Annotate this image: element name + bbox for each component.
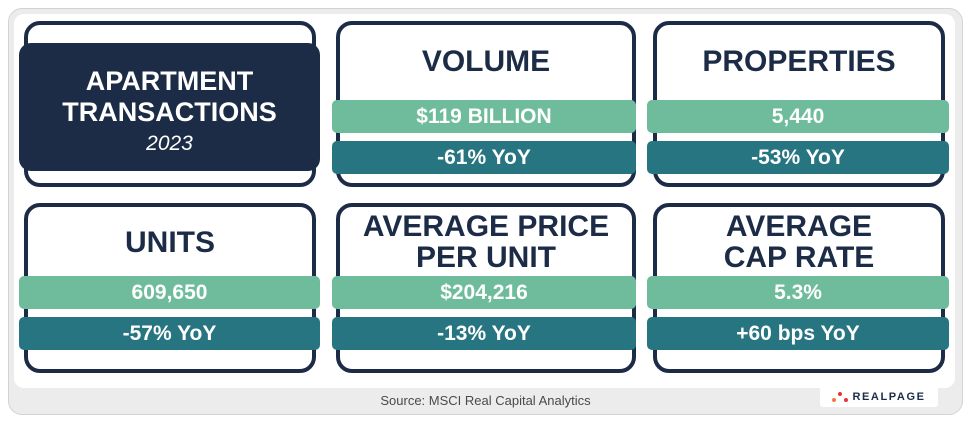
average-price-title-line1: AVERAGE PRICE bbox=[362, 210, 610, 243]
realpage-logo-text: REALPAGE bbox=[852, 391, 926, 403]
apartment-transactions-header: APARTMENT TRANSACTIONS 2023 bbox=[19, 43, 320, 171]
average-price-change: -13% YoY bbox=[332, 317, 636, 350]
source-note: Source: MSCI Real Capital Analytics bbox=[380, 393, 591, 408]
header-title-line2: TRANSACTIONS bbox=[62, 97, 277, 127]
volume-value: $119 BILLION bbox=[332, 100, 636, 133]
units-change: -57% YoY bbox=[19, 317, 320, 350]
header-title-line1: APARTMENT bbox=[85, 66, 254, 96]
average-price-value: $204,216 bbox=[332, 276, 636, 309]
realpage-dots-icon bbox=[832, 391, 849, 403]
properties-change: -53% YoY bbox=[647, 141, 949, 174]
units-value: 609,650 bbox=[19, 276, 320, 309]
cap-rate-change: +60 bps YoY bbox=[647, 317, 949, 350]
cap-rate-title-line2: CAP RATE bbox=[723, 241, 875, 274]
realpage-logo: REALPAGE bbox=[820, 387, 938, 407]
cap-rate-title-line1: AVERAGE bbox=[725, 210, 873, 243]
header-year: 2023 bbox=[146, 132, 193, 155]
cap-rate-value: 5.3% bbox=[647, 276, 949, 309]
properties-title: PROPERTIES bbox=[702, 45, 896, 78]
properties-value: 5,440 bbox=[647, 100, 949, 133]
volume-change: -61% YoY bbox=[332, 141, 636, 174]
units-title: UNITS bbox=[125, 226, 215, 259]
average-price-title-line2: PER UNIT bbox=[415, 241, 556, 274]
volume-title: VOLUME bbox=[421, 45, 551, 78]
